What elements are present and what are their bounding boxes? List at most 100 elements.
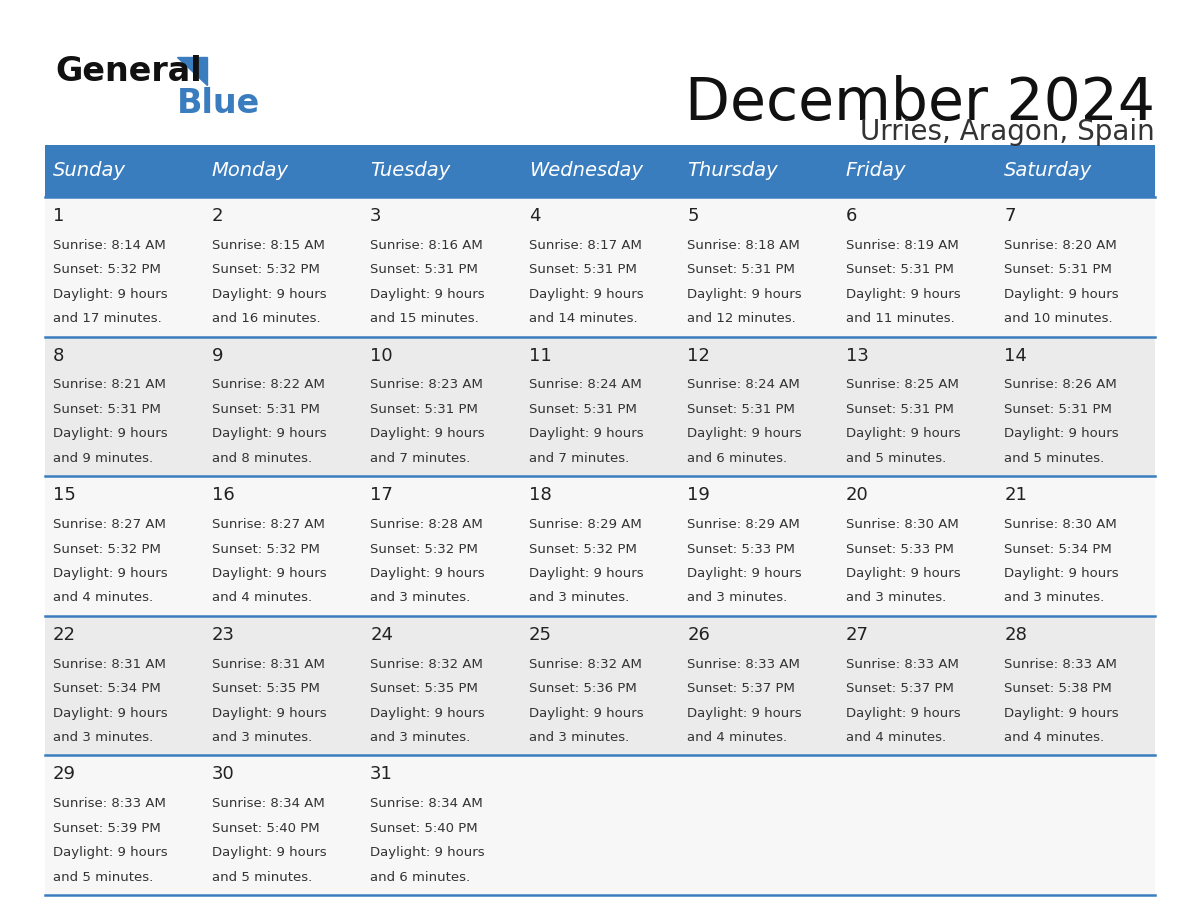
Text: Sunset: 5:31 PM: Sunset: 5:31 PM <box>846 403 954 416</box>
Text: Sunrise: 8:16 AM: Sunrise: 8:16 AM <box>371 239 482 252</box>
Text: Sunrise: 8:33 AM: Sunrise: 8:33 AM <box>1004 657 1117 671</box>
Text: and 4 minutes.: and 4 minutes. <box>1004 731 1105 744</box>
Text: and 4 minutes.: and 4 minutes. <box>846 731 946 744</box>
Text: Sunrise: 8:18 AM: Sunrise: 8:18 AM <box>688 239 800 252</box>
Text: 18: 18 <box>529 487 551 504</box>
Text: 5: 5 <box>688 207 699 225</box>
Text: Daylight: 9 hours: Daylight: 9 hours <box>529 707 644 720</box>
Text: Sunset: 5:32 PM: Sunset: 5:32 PM <box>529 543 637 555</box>
Text: 24: 24 <box>371 626 393 644</box>
Text: 9: 9 <box>211 347 223 364</box>
Text: 26: 26 <box>688 626 710 644</box>
Text: Daylight: 9 hours: Daylight: 9 hours <box>211 287 327 301</box>
Text: Daylight: 9 hours: Daylight: 9 hours <box>688 428 802 441</box>
Text: 4: 4 <box>529 207 541 225</box>
Text: 17: 17 <box>371 487 393 504</box>
Text: and 10 minutes.: and 10 minutes. <box>1004 312 1113 325</box>
Text: Sunrise: 8:33 AM: Sunrise: 8:33 AM <box>53 797 166 811</box>
Text: and 5 minutes.: and 5 minutes. <box>846 452 946 465</box>
Text: Friday: Friday <box>846 162 906 181</box>
Text: Daylight: 9 hours: Daylight: 9 hours <box>53 287 168 301</box>
Text: Daylight: 9 hours: Daylight: 9 hours <box>371 846 485 859</box>
Text: 7: 7 <box>1004 207 1016 225</box>
Text: and 16 minutes.: and 16 minutes. <box>211 312 321 325</box>
Text: and 12 minutes.: and 12 minutes. <box>688 312 796 325</box>
Text: Saturday: Saturday <box>1004 162 1093 181</box>
Text: Daylight: 9 hours: Daylight: 9 hours <box>846 287 960 301</box>
Text: Tuesday: Tuesday <box>371 162 450 181</box>
Text: and 5 minutes.: and 5 minutes. <box>53 870 153 883</box>
Text: Sunset: 5:31 PM: Sunset: 5:31 PM <box>371 263 478 276</box>
Text: Sunset: 5:32 PM: Sunset: 5:32 PM <box>211 543 320 555</box>
Text: Sunset: 5:31 PM: Sunset: 5:31 PM <box>846 263 954 276</box>
Text: and 3 minutes.: and 3 minutes. <box>1004 591 1105 604</box>
Text: Sunset: 5:37 PM: Sunset: 5:37 PM <box>688 682 795 695</box>
Text: Sunrise: 8:27 AM: Sunrise: 8:27 AM <box>53 518 166 532</box>
Text: Daylight: 9 hours: Daylight: 9 hours <box>1004 567 1119 580</box>
Text: Daylight: 9 hours: Daylight: 9 hours <box>846 428 960 441</box>
Text: Sunset: 5:34 PM: Sunset: 5:34 PM <box>53 682 160 695</box>
Text: 11: 11 <box>529 347 551 364</box>
Bar <box>45 616 1155 756</box>
Text: 28: 28 <box>1004 626 1028 644</box>
Text: Sunset: 5:31 PM: Sunset: 5:31 PM <box>529 263 637 276</box>
Text: Sunset: 5:33 PM: Sunset: 5:33 PM <box>846 543 954 555</box>
Text: and 4 minutes.: and 4 minutes. <box>688 731 788 744</box>
Bar <box>45 756 1155 895</box>
Text: and 8 minutes.: and 8 minutes. <box>211 452 311 465</box>
Text: and 9 minutes.: and 9 minutes. <box>53 452 153 465</box>
Text: and 3 minutes.: and 3 minutes. <box>371 591 470 604</box>
Text: Urries, Aragon, Spain: Urries, Aragon, Spain <box>860 118 1155 146</box>
Text: Sunrise: 8:14 AM: Sunrise: 8:14 AM <box>53 239 166 252</box>
Text: Daylight: 9 hours: Daylight: 9 hours <box>846 707 960 720</box>
Text: Sunset: 5:38 PM: Sunset: 5:38 PM <box>1004 682 1112 695</box>
Text: 6: 6 <box>846 207 858 225</box>
Text: 31: 31 <box>371 766 393 783</box>
Text: Sunrise: 8:29 AM: Sunrise: 8:29 AM <box>688 518 800 532</box>
Text: Daylight: 9 hours: Daylight: 9 hours <box>371 428 485 441</box>
Text: Sunrise: 8:20 AM: Sunrise: 8:20 AM <box>1004 239 1117 252</box>
Text: and 11 minutes.: and 11 minutes. <box>846 312 955 325</box>
Text: and 7 minutes.: and 7 minutes. <box>529 452 628 465</box>
Text: Daylight: 9 hours: Daylight: 9 hours <box>211 707 327 720</box>
Text: Sunset: 5:32 PM: Sunset: 5:32 PM <box>211 263 320 276</box>
Text: and 3 minutes.: and 3 minutes. <box>846 591 946 604</box>
Text: Daylight: 9 hours: Daylight: 9 hours <box>53 567 168 580</box>
Text: Daylight: 9 hours: Daylight: 9 hours <box>688 567 802 580</box>
Text: Sunrise: 8:24 AM: Sunrise: 8:24 AM <box>529 378 642 391</box>
Bar <box>45 197 1155 337</box>
Text: Daylight: 9 hours: Daylight: 9 hours <box>1004 428 1119 441</box>
Text: Sunset: 5:40 PM: Sunset: 5:40 PM <box>211 822 320 834</box>
Text: Sunrise: 8:23 AM: Sunrise: 8:23 AM <box>371 378 484 391</box>
Text: 3: 3 <box>371 207 381 225</box>
Text: 16: 16 <box>211 487 234 504</box>
Text: and 3 minutes.: and 3 minutes. <box>529 731 628 744</box>
Text: Sunrise: 8:30 AM: Sunrise: 8:30 AM <box>1004 518 1117 532</box>
Text: Sunset: 5:34 PM: Sunset: 5:34 PM <box>1004 543 1112 555</box>
Text: Sunrise: 8:34 AM: Sunrise: 8:34 AM <box>211 797 324 811</box>
Text: 20: 20 <box>846 487 868 504</box>
Text: Sunrise: 8:30 AM: Sunrise: 8:30 AM <box>846 518 959 532</box>
Bar <box>45 476 1155 616</box>
Text: Sunset: 5:31 PM: Sunset: 5:31 PM <box>371 403 478 416</box>
Text: Daylight: 9 hours: Daylight: 9 hours <box>688 287 802 301</box>
Text: Daylight: 9 hours: Daylight: 9 hours <box>1004 707 1119 720</box>
Text: Sunrise: 8:33 AM: Sunrise: 8:33 AM <box>688 657 801 671</box>
Text: Daylight: 9 hours: Daylight: 9 hours <box>529 287 644 301</box>
Text: 21: 21 <box>1004 487 1028 504</box>
Text: and 3 minutes.: and 3 minutes. <box>371 731 470 744</box>
Bar <box>45 145 1155 197</box>
Text: Thursday: Thursday <box>687 162 778 181</box>
Text: Daylight: 9 hours: Daylight: 9 hours <box>211 428 327 441</box>
Text: Sunrise: 8:19 AM: Sunrise: 8:19 AM <box>846 239 959 252</box>
Text: Daylight: 9 hours: Daylight: 9 hours <box>211 846 327 859</box>
Bar <box>45 337 1155 476</box>
Text: Sunset: 5:33 PM: Sunset: 5:33 PM <box>688 543 795 555</box>
Text: and 3 minutes.: and 3 minutes. <box>688 591 788 604</box>
Text: Sunset: 5:37 PM: Sunset: 5:37 PM <box>846 682 954 695</box>
Text: Sunrise: 8:27 AM: Sunrise: 8:27 AM <box>211 518 324 532</box>
Text: Sunset: 5:32 PM: Sunset: 5:32 PM <box>371 543 478 555</box>
Text: Daylight: 9 hours: Daylight: 9 hours <box>846 567 960 580</box>
Text: 15: 15 <box>53 487 76 504</box>
Text: Sunrise: 8:29 AM: Sunrise: 8:29 AM <box>529 518 642 532</box>
